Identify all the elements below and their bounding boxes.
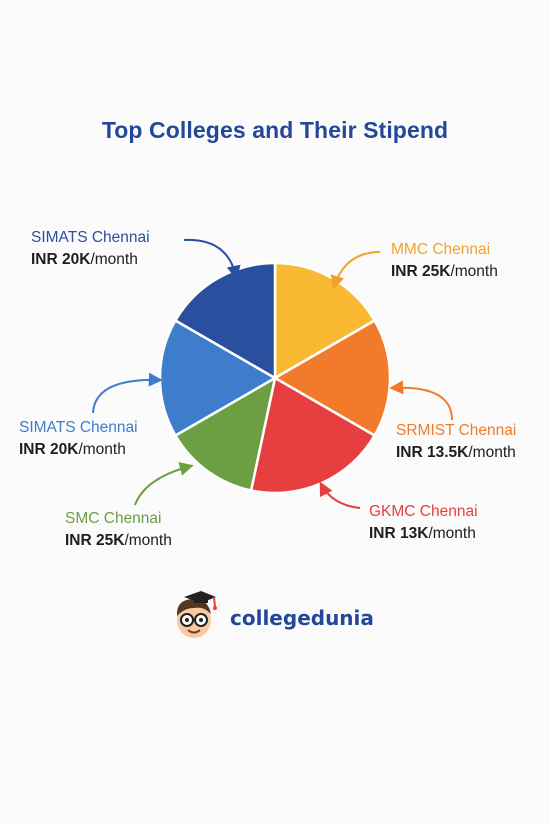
brand-name: collegedunia bbox=[230, 606, 374, 630]
slice-label-srmist: SRMIST Chennai INR 13.5K/month bbox=[396, 422, 517, 461]
arrow-simats-blue bbox=[92, 372, 163, 414]
pie-slice-2 bbox=[272, 318, 392, 438]
collegedunia-logo: collegedunia bbox=[168, 591, 378, 644]
arrow-smc bbox=[134, 462, 194, 506]
slice-label-gkmc: GKMC Chennai INR 13K/month bbox=[369, 503, 478, 542]
slice-label-smc: SMC Chennai INR 25K/month bbox=[65, 510, 172, 549]
pie-slice-4 bbox=[173, 375, 277, 492]
slice-label-simats-blue: SIMATS Chennai INR 20K/month bbox=[19, 419, 138, 458]
slice-label-simats-navy: SIMATS Chennai INR 20K/month bbox=[31, 229, 150, 268]
pie-slice-6 bbox=[173, 261, 277, 381]
arrow-mmc bbox=[330, 251, 381, 290]
arrow-gkmc bbox=[319, 481, 361, 509]
arrow-simats-navy bbox=[183, 238, 241, 280]
mascot-icon bbox=[176, 591, 217, 638]
chart-title: Top Colleges and Their Stipend bbox=[101, 117, 449, 143]
arrow-srmist bbox=[389, 380, 453, 421]
slice-label-mmc: MMC Chennai INR 25K/month bbox=[391, 241, 498, 280]
